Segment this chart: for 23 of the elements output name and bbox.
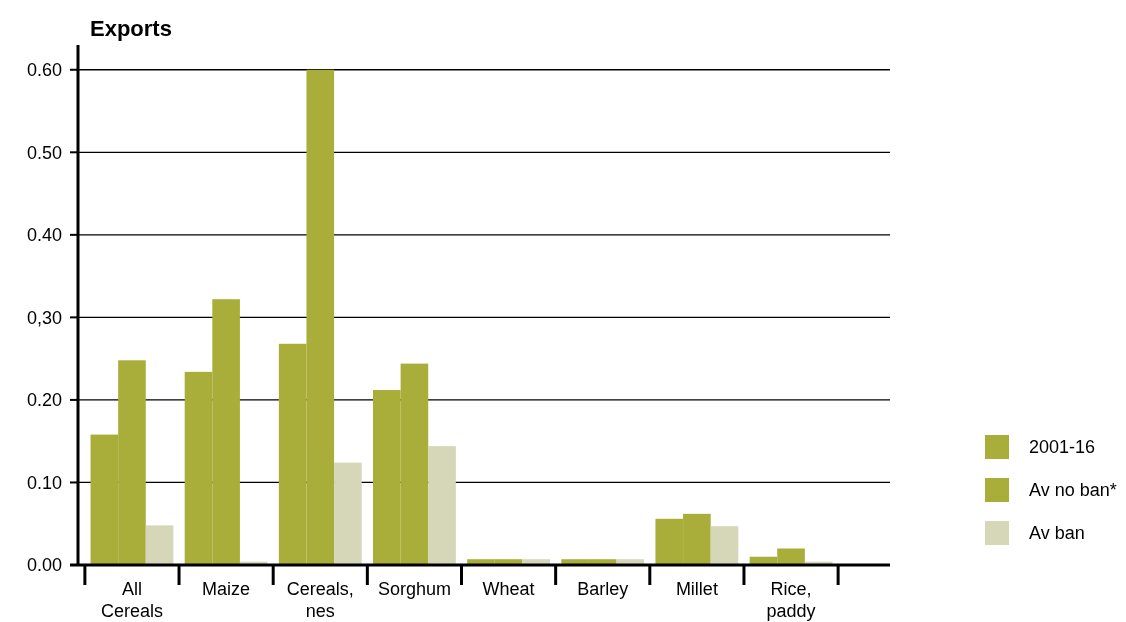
- bar: [428, 446, 456, 565]
- x-tick-label: All Cereals: [100, 579, 163, 621]
- legend-label: 2001-16: [1029, 437, 1096, 458]
- x-tick-label: Sorghum: [377, 579, 451, 599]
- x-tick-label: Barley: [577, 579, 629, 599]
- y-tick-label: 0.20: [26, 390, 62, 411]
- legend-label: Av no ban*: [1029, 480, 1117, 501]
- x-tick-label: Rice, paddy: [766, 579, 816, 621]
- y-tick-label: 0.00: [26, 555, 62, 576]
- x-tick-label: Millet: [675, 579, 718, 599]
- legend-label: Av ban: [1029, 523, 1085, 544]
- x-tick-label: Maize: [202, 579, 251, 599]
- y-tick-label: 0,30: [26, 307, 62, 328]
- x-tick-label: Wheat: [482, 579, 535, 599]
- bar: [710, 526, 739, 565]
- y-tick-label: 0.10: [26, 472, 62, 493]
- x-tick-label: Cereals, nes: [286, 579, 354, 621]
- bar: [145, 525, 174, 565]
- y-tick-label: 0.40: [26, 225, 62, 246]
- bar: [334, 462, 362, 565]
- y-tick-label: 0.50: [26, 142, 62, 163]
- y-tick-label: 0.60: [26, 60, 62, 81]
- chart-title: Exports: [90, 16, 172, 41]
